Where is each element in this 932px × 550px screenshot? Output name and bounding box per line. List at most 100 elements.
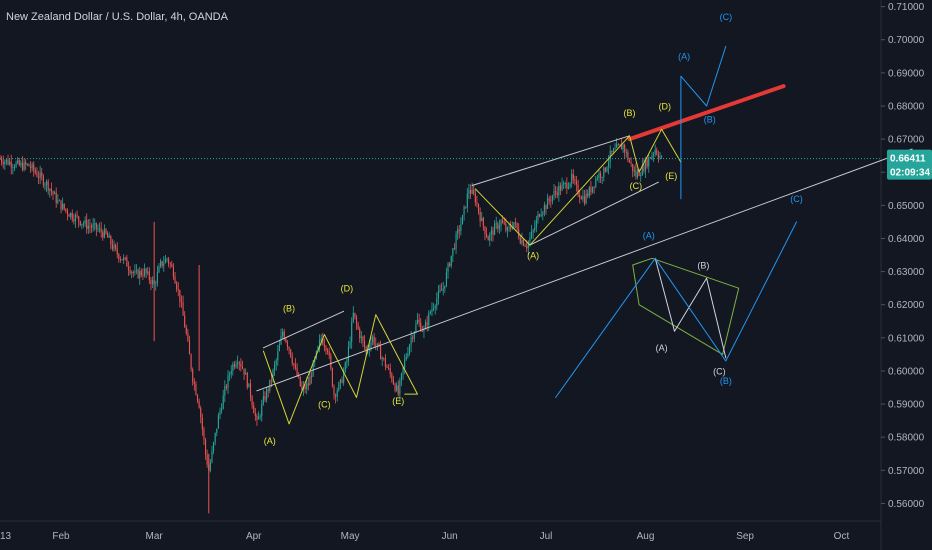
candle-body — [479, 211, 481, 221]
candle-body — [206, 454, 208, 465]
candle-body — [503, 222, 505, 225]
candle-body — [583, 195, 586, 204]
candle-body — [648, 157, 650, 167]
candle-body — [240, 363, 242, 367]
candle-body — [429, 311, 431, 314]
candle-body — [521, 239, 523, 244]
candle-body — [373, 336, 375, 345]
candle-body — [245, 373, 247, 375]
trendline-red-resistance[interactable] — [627, 84, 786, 142]
candle-body — [288, 346, 290, 350]
candle-body — [216, 428, 218, 433]
candle-body — [574, 179, 576, 182]
trendline-yellow-triangle-2[interactable] — [474, 128, 682, 246]
candle-body — [477, 204, 480, 212]
candle-body — [92, 224, 94, 228]
candle-body — [39, 172, 41, 178]
candle-body — [60, 200, 62, 210]
candle-body — [598, 173, 600, 179]
candle-body — [132, 272, 134, 273]
candle-body — [545, 205, 547, 210]
wave-label: (B) — [704, 115, 716, 125]
wave-label: (B) — [697, 260, 709, 270]
candle-body — [423, 328, 425, 332]
candle-body — [595, 178, 597, 187]
candle-body — [641, 165, 643, 176]
candle-body — [404, 359, 406, 368]
trendline-blue-projection-2[interactable] — [555, 221, 797, 398]
trendline-green-diamond[interactable] — [632, 257, 740, 355]
candle-body — [397, 385, 399, 395]
candle-body — [307, 383, 309, 386]
candle-body — [139, 271, 141, 278]
candle-body — [198, 400, 200, 408]
candle-body — [124, 257, 126, 259]
candle-body — [622, 144, 624, 150]
candle-body — [590, 187, 592, 193]
candle-body — [323, 344, 325, 347]
candle-body — [359, 328, 361, 339]
wave-label: (E) — [392, 396, 404, 406]
trendline-upper-channel-2[interactable] — [471, 135, 630, 186]
candle-body — [169, 263, 171, 265]
candle-body — [49, 188, 51, 191]
candle-body — [543, 205, 545, 213]
candle-body — [310, 376, 313, 378]
candle-body — [111, 244, 113, 249]
candle-body — [0, 158, 1, 160]
price-tick-label: 0.69000 — [888, 68, 925, 79]
candle-body — [70, 212, 72, 217]
candle-body — [534, 227, 536, 231]
candle-body — [646, 159, 648, 167]
trendline-white-zigzag[interactable] — [654, 257, 727, 359]
candle-body — [481, 217, 483, 221]
candle-body — [474, 193, 476, 203]
candle-body — [293, 363, 295, 366]
candle-body — [405, 356, 407, 360]
candle-body — [180, 301, 183, 303]
trendline-inner-lower[interactable] — [529, 181, 659, 246]
candle-body — [442, 288, 444, 291]
candle-body — [10, 161, 12, 168]
candle-body — [415, 323, 417, 333]
candle-body — [204, 439, 207, 455]
trendline-upper-channel-1[interactable] — [262, 310, 345, 349]
candle-body — [34, 170, 36, 173]
candle-body — [408, 345, 411, 354]
chart-title: New Zealand Dollar / U.S. Dollar, 4h, OA… — [6, 11, 229, 23]
drawing-layer[interactable] — [256, 45, 913, 425]
candle-body — [71, 212, 73, 220]
candle-body — [352, 312, 354, 322]
candle-body — [447, 263, 449, 273]
candle-body — [230, 370, 232, 375]
time-tick-label: Oct — [834, 531, 850, 542]
trendline-lower-channel[interactable] — [256, 148, 913, 392]
candle-body — [428, 313, 430, 326]
wave-label: (B) — [720, 376, 732, 386]
candle-body — [627, 151, 629, 161]
candle-body — [253, 405, 255, 414]
price-tick-label: 0.58000 — [888, 433, 925, 444]
candle-body — [25, 161, 27, 165]
candle-body — [363, 340, 366, 347]
trendline-blue-projection-1[interactable] — [680, 45, 727, 200]
candle-body — [569, 183, 571, 187]
candle-body — [20, 162, 22, 166]
candle-body — [79, 221, 81, 225]
candle-body — [550, 200, 552, 202]
time-axis[interactable]: 13 Feb Mar Apr May Jun Jul Aug Sep Oct — [0, 520, 881, 542]
candle-body — [434, 306, 436, 309]
price-tick-label: 0.65000 — [888, 201, 925, 212]
candle-body — [100, 228, 102, 233]
time-tick-label: Jun — [442, 531, 458, 542]
candle-body — [575, 181, 578, 185]
trendline-yellow-triangle-1[interactable] — [262, 314, 418, 425]
candle-body — [312, 362, 314, 377]
candle-body — [636, 171, 639, 177]
candle-body — [135, 269, 138, 272]
candle-body — [118, 254, 120, 260]
candle-body — [243, 368, 245, 375]
time-tick-label: 13 — [0, 531, 12, 542]
